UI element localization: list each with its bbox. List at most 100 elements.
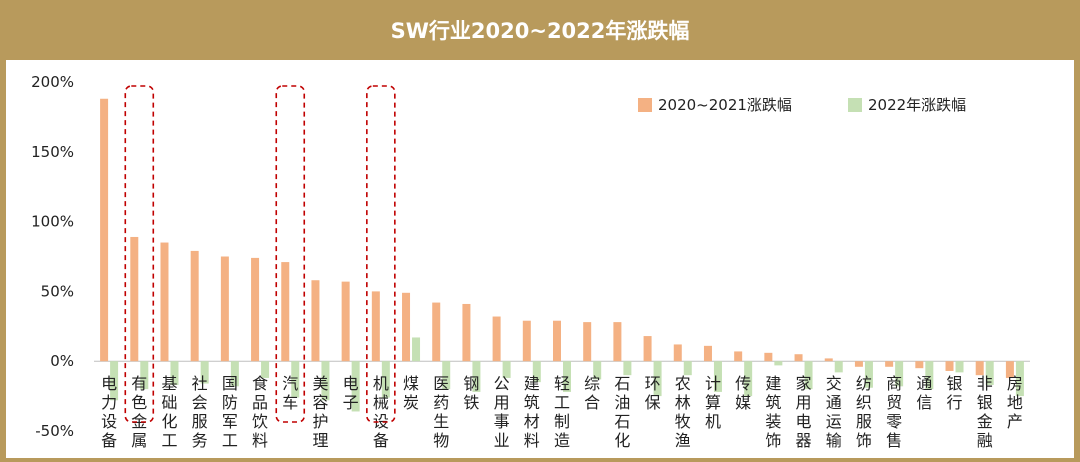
bar-2020-2021 [190,250,199,362]
bar-2020-2021 [824,358,833,362]
bar-2022 [955,361,964,373]
bar-2022 [472,361,481,392]
category-label: 机械设备 [373,374,389,450]
bar-2022 [683,361,692,376]
category-label: 商贸零售 [886,374,902,450]
category-label: 建筑装饰 [765,374,781,450]
bar-2022 [321,361,330,401]
bar-2020-2021 [311,280,320,362]
legend-label-2022: 2022年涨跌幅 [868,96,966,114]
category-label: 环保 [645,374,661,412]
category-label: 汽车 [282,374,298,412]
bar-2020-2021 [975,361,984,376]
bar-2020-2021 [492,316,501,362]
plot-area: 200% 150% 100% 50% 0% -50% 电力设备 有色金属 基础化工 社会服务 国防军… [6,60,1074,458]
bar-2022 [925,361,934,390]
bar-2022 [713,361,722,392]
y-tick-label: 100% [31,213,74,231]
bar-2020-2021 [371,291,380,362]
category-label: 计算机 [705,374,721,431]
highlight-box [275,85,306,423]
category-label: 轻工制造 [554,374,570,450]
category-label: 有色金属 [131,374,147,450]
bar-2020-2021 [100,98,109,362]
category-label: 国防军工 [222,374,238,450]
bar-2022 [623,361,632,376]
category-label: 社会服务 [192,374,208,450]
bar-2022 [985,361,994,385]
bar-2020-2021 [522,320,531,362]
bar-2020-2021 [673,344,682,362]
bar-2022 [502,361,511,378]
bar-2020-2021 [251,257,260,362]
category-label: 家用电器 [796,374,812,450]
bar-2022 [351,361,360,412]
category-label: 钢铁 [463,374,479,412]
bar-2022 [563,361,571,392]
highlight-box [124,85,155,423]
bar-2022 [170,361,179,385]
category-label: 传媒 [735,374,751,412]
chart-title: SW行业2020~2022年涨跌幅 [390,19,690,43]
bar-2022 [442,361,451,390]
bar-2020-2021 [160,242,169,362]
bar-2022 [381,361,390,398]
y-tick-label: 150% [31,143,74,161]
bar-2022 [261,361,270,378]
y-tick-label: 50% [41,282,74,300]
bar-2022 [834,361,843,373]
category-label: 综合 [584,374,600,412]
bar-2022 [864,361,873,388]
bar-2020-2021 [341,281,350,362]
bar-chart: 200% 150% 100% 50% 0% -50% 电力设备有色金属基础化工社会服务国防军… [31,73,1030,450]
bar-2020-2021 [915,361,924,369]
bar-2022 [230,361,239,387]
category-label: 美容护理 [312,374,328,450]
bar-2020-2021 [1005,361,1014,378]
bar-2020-2021 [130,236,139,362]
bar-2022 [140,361,149,390]
bar-2022 [412,337,421,362]
bar-2022 [804,361,813,390]
category-label: 电力设备 [101,374,117,450]
category-label: 通信 [916,374,932,412]
bar-2020-2021 [703,345,712,362]
bar-2022 [593,361,602,380]
bar-2022 [291,361,300,398]
bar-2020-2021 [794,354,803,362]
category-label: 房地产 [1007,374,1023,431]
y-tick-label: -50% [35,422,74,440]
category-label: 煤炭 [403,374,419,412]
category-label: 医药生物 [433,374,449,450]
category-label: 电子 [343,374,359,412]
bar-2022 [200,361,209,384]
bar-2022 [1015,361,1024,397]
category-label: 公用事业 [494,374,510,450]
highlight-box [366,85,396,423]
legend-swatch-2022 [848,98,862,112]
bar-2020-2021 [854,361,863,367]
bar-2022 [532,361,541,383]
category-label: 交通运输 [826,374,842,450]
bar-2020-2021 [462,303,471,362]
category-label: 基础化工 [161,374,177,450]
bar-2020-2021 [945,361,954,371]
category-label: 食品饮料 [252,374,268,450]
y-tick-label: 200% [31,73,74,91]
category-label: 非银金融 [977,374,993,450]
bar-2020-2021 [764,352,773,362]
bar-2022 [774,361,783,366]
category-label: 纺织服饰 [856,374,872,450]
category-label: 建筑材料 [524,374,540,450]
bar-2022 [653,361,662,397]
bar-2022 [895,361,904,387]
bar-2020-2021 [281,262,290,362]
bar-2020-2021 [734,351,743,362]
bar-2020-2021 [220,256,229,362]
bar-2020-2021 [402,292,411,362]
category-label: 银行 [947,374,963,412]
legend-label-2020-2021: 2020~2021涨跌幅 [658,96,792,114]
y-tick-label: 0% [50,352,74,370]
category-label: 农林牧渔 [675,374,691,450]
